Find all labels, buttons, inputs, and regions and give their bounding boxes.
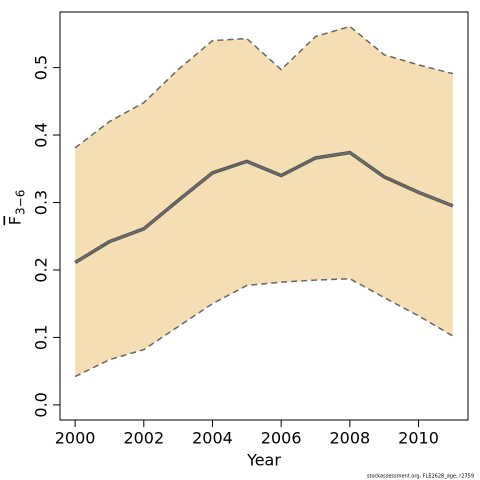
y-tick-label: 0.3 <box>32 190 51 215</box>
y-tick-label: 0.0 <box>32 392 51 417</box>
y-tick-label: 0.4 <box>32 122 51 147</box>
band-lower-line <box>74 277 454 378</box>
y-axis-label: F 3−6 <box>6 190 28 226</box>
x-tick-label: 2004 <box>192 429 233 448</box>
y-tick-label: 0.5 <box>32 55 51 80</box>
band-upper-line <box>74 25 454 149</box>
x-tick-label: 2010 <box>398 429 439 448</box>
x-axis-label: Year <box>246 451 281 470</box>
estimate-line-core <box>74 152 454 263</box>
x-tick-label: 2000 <box>55 429 96 448</box>
footer: stockassessment.org, FLE2628_age, r2759 <box>367 474 474 480</box>
y-tick-label: 0.2 <box>32 257 51 282</box>
x-tick-label: 2006 <box>261 429 302 448</box>
x-tick-label: 2002 <box>123 429 164 448</box>
y-axis-label-subscript: 3−6 <box>14 190 28 215</box>
y-axis-label-main: F <box>6 216 25 225</box>
y-tick-label: 0.1 <box>32 325 51 350</box>
x-tick-label: 2008 <box>329 429 370 448</box>
plot-frame <box>59 11 469 421</box>
confidence-band <box>75 26 453 377</box>
